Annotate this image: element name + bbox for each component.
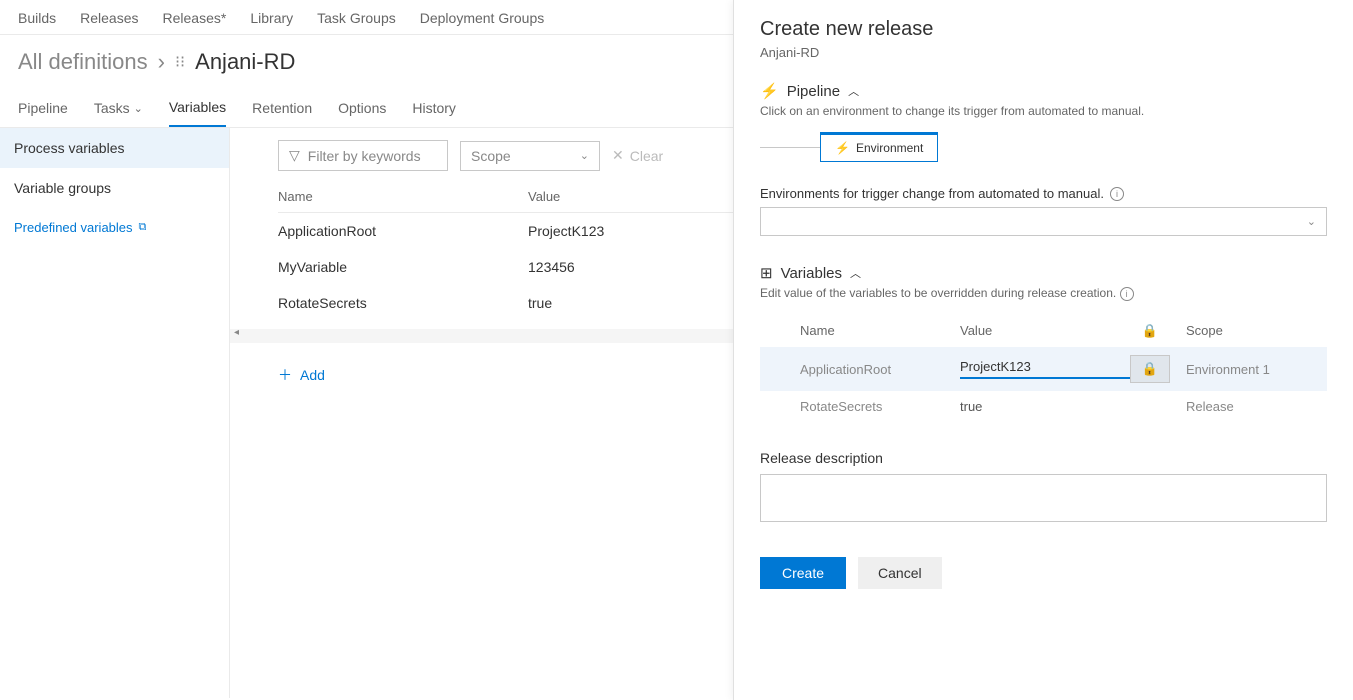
pipeline-diagram: ⚡ Environment bbox=[760, 132, 1327, 162]
left-sidebar: Process variables Variable groups Predef… bbox=[0, 128, 230, 698]
environments-dropdown[interactable]: ⌄ bbox=[760, 207, 1327, 236]
info-icon[interactable]: i bbox=[1120, 287, 1134, 301]
lock-icon: 🔒 bbox=[1142, 323, 1158, 338]
variables-section-header[interactable]: ⊞ Variables ︿ bbox=[760, 264, 1327, 282]
lock-icon: 🔒 bbox=[1142, 361, 1158, 377]
release-description-input[interactable] bbox=[760, 474, 1327, 522]
variables-section-desc: Edit value of the variables to be overri… bbox=[760, 286, 1327, 301]
panel-vars-header: Name Value 🔒 Scope bbox=[760, 315, 1327, 347]
close-icon: ✕ bbox=[612, 147, 624, 164]
chevron-up-icon: ︿ bbox=[848, 83, 859, 99]
scope-select[interactable]: Scope ⌄ bbox=[460, 141, 600, 171]
create-release-panel: Create new release Anjani-RD ⚡ Pipeline … bbox=[733, 0, 1353, 700]
tab-options[interactable]: Options bbox=[338, 91, 386, 127]
col-header-scope[interactable]: Scope bbox=[1170, 323, 1327, 339]
predefined-variables-link[interactable]: Predefined variables ⧉ bbox=[0, 208, 229, 247]
chevron-down-icon: ⌄ bbox=[580, 149, 589, 162]
tab-history[interactable]: History bbox=[412, 91, 456, 127]
grid-icon: ⊞ bbox=[760, 264, 773, 282]
value-input[interactable]: ProjectK123 bbox=[960, 359, 1130, 379]
col-header-name[interactable]: Name bbox=[800, 323, 960, 339]
info-icon[interactable]: i bbox=[1110, 187, 1124, 201]
tab-tasks[interactable]: Tasks⌄ bbox=[94, 91, 143, 127]
definition-icon: ⁝⁝ bbox=[175, 52, 185, 72]
nav-task-groups[interactable]: Task Groups bbox=[317, 10, 396, 26]
breadcrumb-separator: › bbox=[158, 49, 165, 75]
nav-releases-star[interactable]: Releases* bbox=[163, 10, 227, 26]
create-button[interactable]: Create bbox=[760, 557, 846, 589]
panel-variables-table: Name Value 🔒 Scope ApplicationRoot Proje… bbox=[760, 315, 1327, 422]
chevron-up-icon: ︿ bbox=[850, 265, 861, 281]
filter-input[interactable]: ▽ Filter by keywords bbox=[278, 140, 448, 171]
cancel-button[interactable]: Cancel bbox=[858, 557, 942, 589]
panel-table-row[interactable]: ApplicationRoot ProjectK123 🔒 Environmen… bbox=[760, 347, 1327, 391]
tab-retention[interactable]: Retention bbox=[252, 91, 312, 127]
col-header-name[interactable]: Name bbox=[278, 189, 528, 204]
bolt-icon: ⚡ bbox=[835, 141, 850, 155]
nav-releases[interactable]: Releases bbox=[80, 10, 138, 26]
panel-title: Create new release bbox=[760, 18, 1327, 41]
breadcrumb-root[interactable]: All definitions bbox=[18, 49, 148, 75]
nav-library[interactable]: Library bbox=[250, 10, 293, 26]
definition-name: Anjani-RD bbox=[195, 49, 295, 75]
chevron-down-icon: ⌄ bbox=[134, 102, 143, 115]
nav-builds[interactable]: Builds bbox=[18, 10, 56, 26]
release-description-label: Release description bbox=[760, 450, 1327, 466]
col-header-value[interactable]: Value bbox=[960, 323, 1130, 339]
environment-box[interactable]: ⚡ Environment bbox=[820, 132, 938, 162]
filter-icon: ▽ bbox=[289, 147, 300, 164]
env-field-label: Environments for trigger change from aut… bbox=[760, 186, 1327, 201]
sidebar-item-variable-groups[interactable]: Variable groups bbox=[0, 168, 229, 208]
panel-subtitle: Anjani-RD bbox=[760, 45, 1327, 60]
plus-icon: ＋ bbox=[278, 365, 292, 385]
pipeline-connector bbox=[760, 147, 820, 148]
lock-toggle[interactable]: 🔒 bbox=[1130, 355, 1170, 383]
pipeline-section-desc: Click on an environment to change its tr… bbox=[760, 104, 1327, 118]
panel-table-row[interactable]: RotateSecrets true Release bbox=[760, 391, 1327, 422]
pipeline-section-header[interactable]: ⚡ Pipeline ︿ bbox=[760, 82, 1327, 100]
panel-buttons: Create Cancel bbox=[760, 557, 1327, 589]
sidebar-item-process-variables[interactable]: Process variables bbox=[0, 128, 229, 168]
col-header-lock: 🔒 bbox=[1130, 323, 1170, 339]
bolt-icon: ⚡ bbox=[760, 82, 779, 100]
tab-variables[interactable]: Variables bbox=[169, 91, 226, 127]
chevron-down-icon: ⌄ bbox=[1307, 215, 1316, 228]
external-link-icon: ⧉ bbox=[139, 221, 147, 234]
tab-pipeline[interactable]: Pipeline bbox=[18, 91, 68, 127]
nav-deployment-groups[interactable]: Deployment Groups bbox=[420, 10, 545, 26]
clear-button[interactable]: ✕ Clear bbox=[612, 147, 663, 164]
